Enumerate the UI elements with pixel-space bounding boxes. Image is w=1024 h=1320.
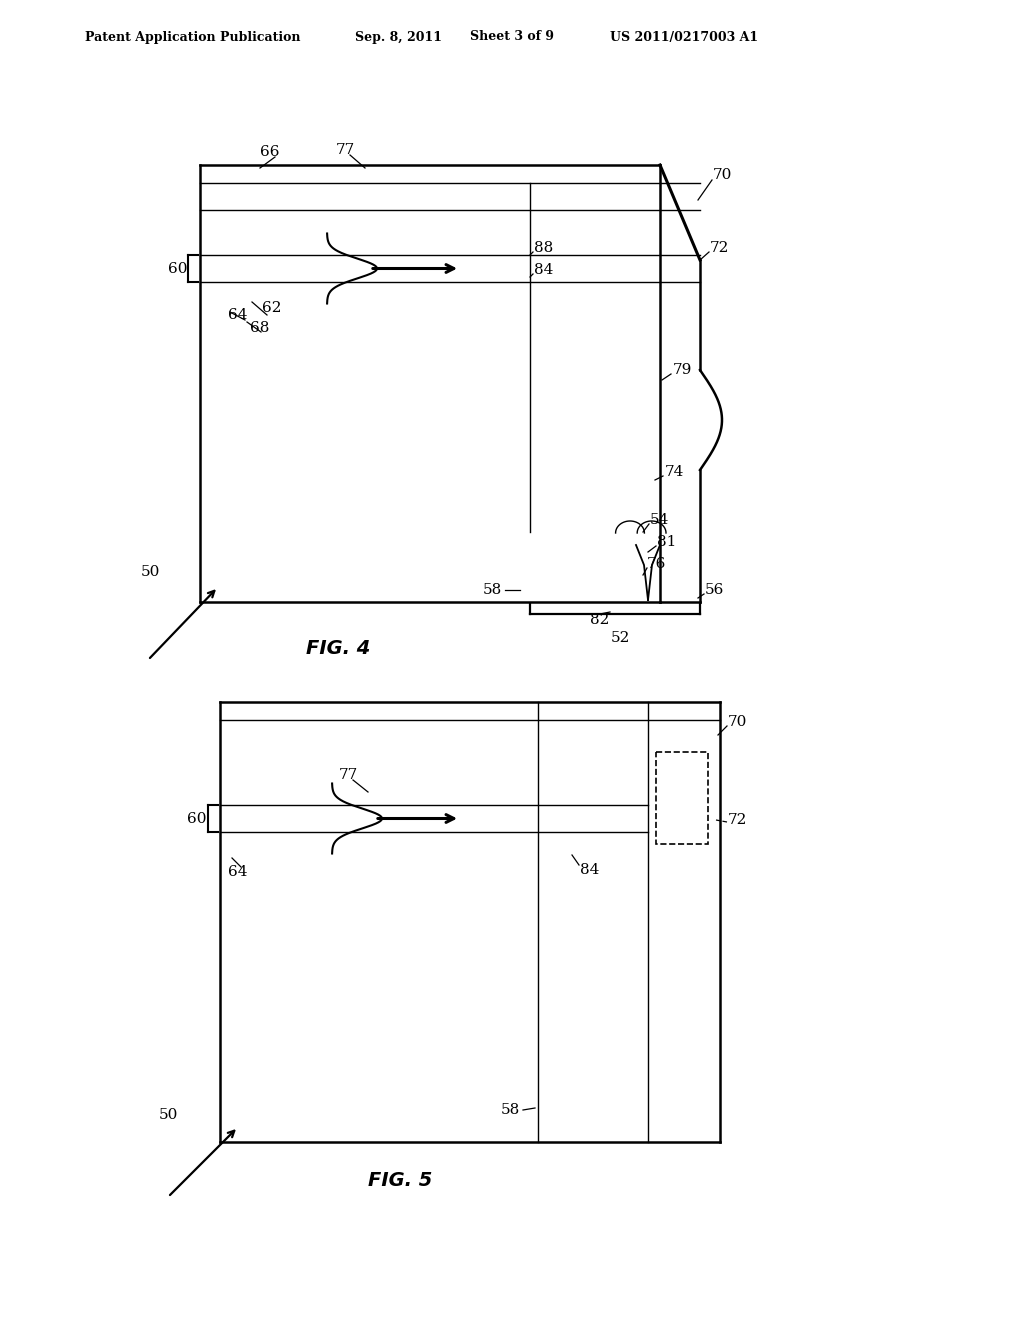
Text: 72: 72 (728, 813, 748, 828)
Text: Patent Application Publication: Patent Application Publication (85, 30, 300, 44)
Text: 64: 64 (228, 308, 248, 322)
Text: Sheet 3 of 9: Sheet 3 of 9 (470, 30, 554, 44)
Text: 68: 68 (250, 321, 269, 335)
Text: 64: 64 (228, 865, 248, 879)
Text: 70: 70 (728, 715, 748, 729)
Text: 74: 74 (665, 465, 684, 479)
Text: FIG. 5: FIG. 5 (368, 1171, 432, 1189)
Text: Sep. 8, 2011: Sep. 8, 2011 (355, 30, 442, 44)
Text: 60: 60 (187, 812, 207, 826)
Text: 54: 54 (650, 513, 670, 527)
Text: 76: 76 (647, 557, 667, 572)
Text: 72: 72 (710, 242, 729, 255)
Text: 77: 77 (338, 768, 357, 781)
Text: 60: 60 (168, 261, 187, 276)
Text: 50: 50 (159, 1107, 178, 1122)
Text: 77: 77 (336, 143, 354, 157)
Text: 82: 82 (590, 612, 609, 627)
Text: 79: 79 (673, 363, 692, 378)
Text: 52: 52 (610, 631, 630, 645)
Text: 84: 84 (580, 863, 599, 876)
Text: 88: 88 (534, 242, 553, 255)
Text: 62: 62 (262, 301, 282, 315)
Text: 66: 66 (260, 145, 280, 158)
Text: 81: 81 (657, 535, 677, 549)
Text: 58: 58 (482, 583, 502, 597)
Text: FIG. 4: FIG. 4 (306, 639, 371, 657)
Text: US 2011/0217003 A1: US 2011/0217003 A1 (610, 30, 758, 44)
Text: 58: 58 (501, 1104, 520, 1117)
Text: 70: 70 (713, 168, 732, 182)
Text: 50: 50 (140, 565, 160, 579)
Text: 84: 84 (534, 263, 553, 277)
Text: 56: 56 (705, 583, 724, 597)
